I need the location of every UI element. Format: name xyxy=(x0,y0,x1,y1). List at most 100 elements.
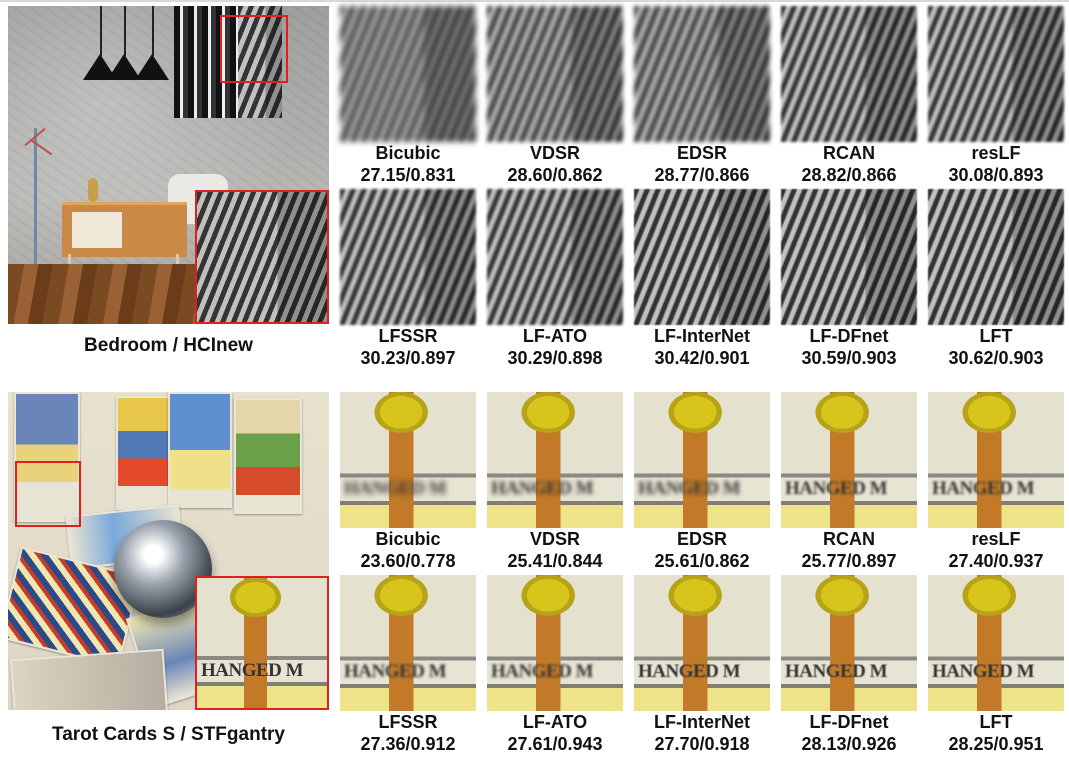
psnr-ssim-score: 25.41/0.844 xyxy=(507,551,603,571)
method-label: resLF 27.40/0.937 xyxy=(926,528,1066,572)
psnr-ssim-score: 27.61/0.943 xyxy=(507,734,603,754)
patch-card-text: HANGED M xyxy=(491,660,594,682)
method-label: resLF 30.08/0.893 xyxy=(926,142,1066,186)
result-patch: HANGED M xyxy=(781,575,917,711)
tarot-card xyxy=(14,392,80,522)
pendant-lamp-cord xyxy=(152,6,154,56)
psnr-ssim-score: 30.29/0.898 xyxy=(507,348,603,368)
pendant-lamp-cord xyxy=(124,6,126,56)
psnr-ssim-score: 30.59/0.903 xyxy=(801,348,897,368)
result-patch xyxy=(487,189,623,325)
method-label: EDSR 28.77/0.866 xyxy=(632,142,772,186)
inset-card-text: HANGED M xyxy=(201,659,304,681)
method-name: VDSR xyxy=(529,529,580,549)
method-name: LF-InterNet xyxy=(654,712,750,732)
top-rule xyxy=(0,0,1069,2)
scene-caption: Bedroom / HCInew xyxy=(84,335,253,356)
result-patch: HANGED M xyxy=(340,575,476,711)
method-label: RCAN 25.77/0.897 xyxy=(779,528,919,572)
method-name: RCAN xyxy=(823,529,875,549)
result-patch: HANGED M xyxy=(928,575,1064,711)
psnr-ssim-score: 30.23/0.897 xyxy=(360,348,456,368)
zoom-region-marker xyxy=(15,461,81,527)
patch-card-text: HANGED M xyxy=(638,477,741,499)
building-painting-detail xyxy=(238,6,282,118)
method-name: LF-DFnet xyxy=(809,326,889,346)
result-patch: HANGED M xyxy=(634,575,770,711)
zoom-inset xyxy=(195,190,329,324)
pendant-lamp-cord xyxy=(100,6,102,56)
method-label: VDSR 28.60/0.862 xyxy=(485,142,625,186)
patch-card-text: HANGED M xyxy=(344,477,447,499)
tarot-card xyxy=(116,396,172,510)
method-name: RCAN xyxy=(823,143,875,163)
method-name: LF-DFnet xyxy=(809,712,889,732)
result-patch xyxy=(928,6,1064,142)
psnr-ssim-score: 27.70/0.918 xyxy=(654,734,750,754)
patch-card-text: HANGED M xyxy=(491,477,594,499)
method-label: LF-DFnet 28.13/0.926 xyxy=(779,711,919,755)
psnr-ssim-score: 25.77/0.897 xyxy=(801,551,897,571)
result-patch xyxy=(781,189,917,325)
result-patch xyxy=(340,6,476,142)
result-patch: HANGED M xyxy=(634,392,770,528)
method-label: RCAN 28.82/0.866 xyxy=(779,142,919,186)
method-label: LFSSR 30.23/0.897 xyxy=(338,325,478,369)
method-label: LFT 30.62/0.903 xyxy=(926,325,1066,369)
method-label: Bicubic 27.15/0.831 xyxy=(338,142,478,186)
method-label: VDSR 25.41/0.844 xyxy=(485,528,625,572)
method-label: LF-ATO 30.29/0.898 xyxy=(485,325,625,369)
psnr-ssim-score: 30.62/0.903 xyxy=(948,348,1044,368)
method-label: LFT 28.25/0.951 xyxy=(926,711,1066,755)
patch-card-text: HANGED M xyxy=(785,477,888,499)
method-label: LF-InterNet 27.70/0.918 xyxy=(632,711,772,755)
zoom-inset: HANGED M xyxy=(195,576,329,710)
result-patch xyxy=(487,6,623,142)
method-name: resLF xyxy=(971,143,1021,163)
building-painting xyxy=(174,6,244,118)
result-patch xyxy=(340,189,476,325)
method-name: EDSR xyxy=(676,529,727,549)
method-name: LF-ATO xyxy=(522,326,588,346)
method-name: EDSR xyxy=(676,143,727,163)
tarot-overview-image: HANGED M xyxy=(8,392,329,710)
result-patch xyxy=(781,6,917,142)
vase xyxy=(88,178,98,202)
psnr-ssim-score: 28.13/0.926 xyxy=(801,734,897,754)
psnr-ssim-score: 27.36/0.912 xyxy=(360,734,456,754)
psnr-ssim-score: 27.15/0.831 xyxy=(360,165,456,185)
method-label: LF-DFnet 30.59/0.903 xyxy=(779,325,919,369)
method-label: LF-ATO 27.61/0.943 xyxy=(485,711,625,755)
method-name: LFT xyxy=(979,712,1013,732)
result-patch: HANGED M xyxy=(781,392,917,528)
patch-card-text: HANGED M xyxy=(932,660,1035,682)
patch-card-text: HANGED M xyxy=(344,660,447,682)
tarot-card xyxy=(168,392,232,508)
method-name: VDSR xyxy=(529,143,580,163)
method-name: resLF xyxy=(971,529,1021,549)
psnr-ssim-score: 25.61/0.862 xyxy=(654,551,750,571)
psnr-ssim-score: 30.42/0.901 xyxy=(654,348,750,368)
result-patch: HANGED M xyxy=(487,575,623,711)
method-name: LFSSR xyxy=(378,712,438,732)
patch-card-text: HANGED M xyxy=(932,477,1035,499)
scene-caption: Tarot Cards S / STFgantry xyxy=(52,724,285,745)
bedroom-overview-image xyxy=(8,6,329,324)
tarot-card xyxy=(234,398,302,514)
psnr-ssim-score: 28.82/0.866 xyxy=(801,165,897,185)
psnr-ssim-score: 28.77/0.866 xyxy=(654,165,750,185)
result-patch: HANGED M xyxy=(928,392,1064,528)
tarot-card xyxy=(9,648,169,710)
method-name: LF-InterNet xyxy=(654,326,750,346)
result-patch xyxy=(928,189,1064,325)
patch-card-text: HANGED M xyxy=(638,660,741,682)
method-name: Bicubic xyxy=(375,529,441,549)
result-patch: HANGED M xyxy=(340,392,476,528)
method-name: LFT xyxy=(979,326,1013,346)
method-label: LFSSR 27.36/0.912 xyxy=(338,711,478,755)
method-name: Bicubic xyxy=(375,143,441,163)
pendant-lamp-shade xyxy=(135,54,169,80)
method-label: Bicubic 23.60/0.778 xyxy=(338,528,478,572)
method-name: LFSSR xyxy=(378,326,438,346)
psnr-ssim-score: 30.08/0.893 xyxy=(948,165,1044,185)
